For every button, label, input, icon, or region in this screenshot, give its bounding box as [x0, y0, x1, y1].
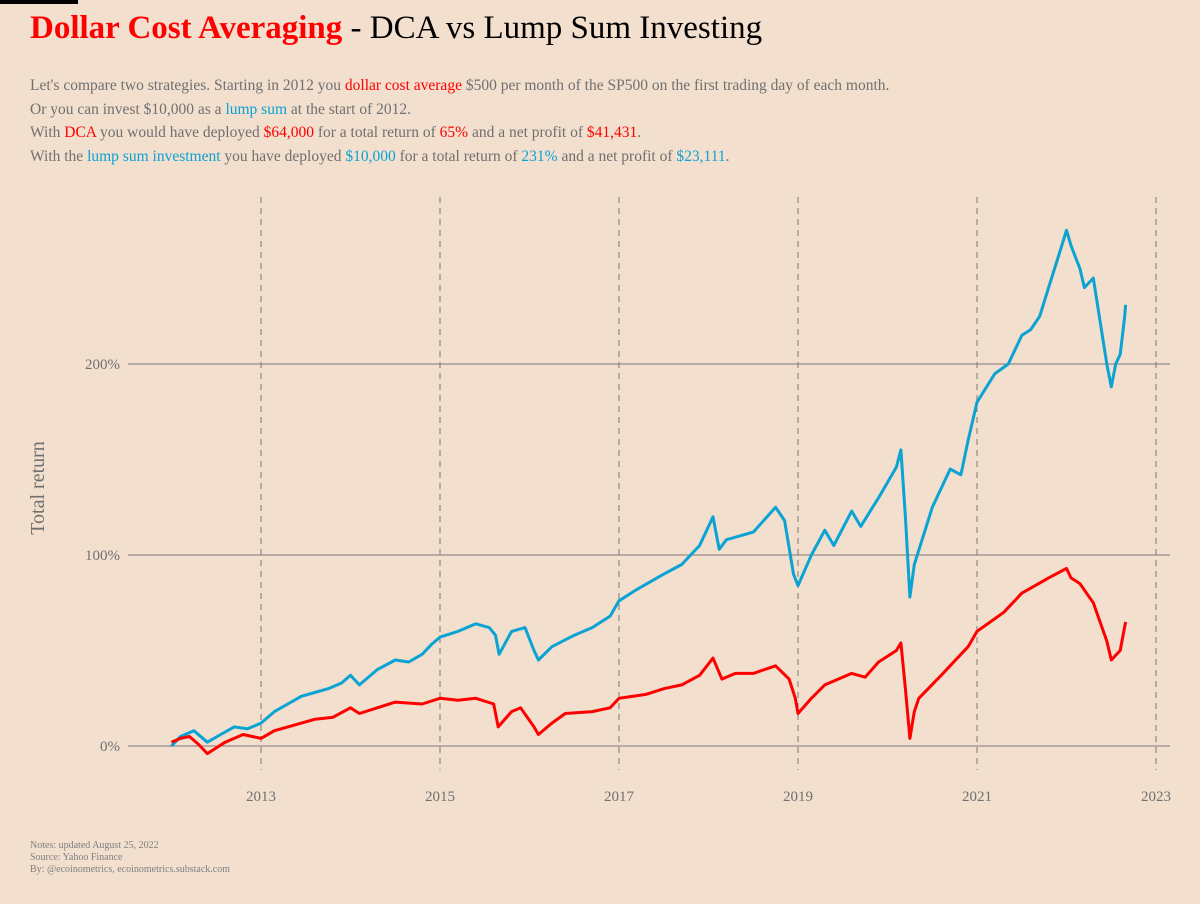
subtitle-line-2: Or you can invest $10,000 as a lump sum …: [30, 98, 889, 122]
text: Or you can invest $10,000 as a: [30, 100, 226, 118]
subtitle-line-1: Let's compare two strategies. Starting i…: [30, 74, 889, 98]
series-line-dca: [170, 566, 1128, 756]
text: Let's compare two strategies. Starting i…: [30, 77, 345, 94]
x-tick-label: 2017: [604, 789, 635, 805]
text-blue: $23,111: [676, 147, 726, 165]
text-blue: 231%: [521, 147, 558, 165]
text-dca-highlight: dollar cost average: [344, 77, 462, 94]
series-lines: [170, 228, 1128, 756]
text: and a net profit of: [557, 147, 677, 165]
text: $500 per month of the SP500 on the first…: [461, 77, 890, 94]
text: With the: [30, 147, 88, 165]
x-tick-label: 2015: [425, 789, 455, 805]
y-tick-label: 100%: [85, 548, 120, 564]
note-source: Source: Yahoo Finance: [30, 852, 123, 863]
text: for a total return of: [395, 147, 522, 165]
title-highlight: Dollar Cost Averaging: [30, 10, 343, 46]
tick-labels: 0% 100% 200% 2013 2015 2017 2019 2021 2023: [85, 357, 1171, 805]
y-tick-label: 0%: [100, 739, 120, 755]
text: for a total return of: [313, 124, 440, 141]
text-red: DCA: [64, 124, 97, 141]
text: With: [30, 124, 65, 141]
y-tick-label: 200%: [85, 357, 120, 373]
x-tick-label: 2013: [246, 789, 276, 805]
x-tick-label: 2021: [962, 789, 992, 805]
text: you have deployed: [220, 147, 346, 165]
text-lump-highlight: lump sum: [225, 100, 288, 118]
text-red: 65%: [439, 124, 469, 141]
series-line-lump-sum: [170, 228, 1128, 748]
y-axis-label: Total return: [27, 441, 49, 535]
note-updated: Notes: updated August 25, 2022: [30, 840, 159, 851]
subtitle-line-3: With DCA you would have deployed $64,000…: [30, 121, 889, 145]
x-tick-label: 2019: [783, 789, 813, 805]
text: .: [725, 147, 730, 165]
top-accent-bar: [0, 0, 78, 4]
grid: [128, 197, 1170, 770]
text-blue: lump sum investment: [87, 147, 221, 165]
page-title: Dollar Cost Averaging - DCA vs Lump Sum …: [30, 10, 762, 47]
x-tick-label: 2023: [1141, 789, 1171, 805]
subtitle: Let's compare two strategies. Starting i…: [30, 74, 889, 168]
text-red: $41,431: [586, 124, 638, 141]
text: and a net profit of: [468, 124, 587, 141]
text: .: [637, 124, 642, 141]
text: at the start of 2012.: [287, 100, 411, 118]
subtitle-line-4: With the lump sum investment you have de…: [30, 145, 889, 169]
text-blue: $10,000: [345, 147, 396, 165]
title-rest: - DCA vs Lump Sum Investing: [342, 10, 763, 46]
text: you would have deployed: [96, 124, 264, 141]
note-author: By: @ecoinometrics, ecoinometrics.substa…: [30, 864, 230, 875]
text-red: $64,000: [263, 124, 314, 141]
footnotes: Notes: updated August 25, 2022 Source: Y…: [30, 840, 230, 876]
